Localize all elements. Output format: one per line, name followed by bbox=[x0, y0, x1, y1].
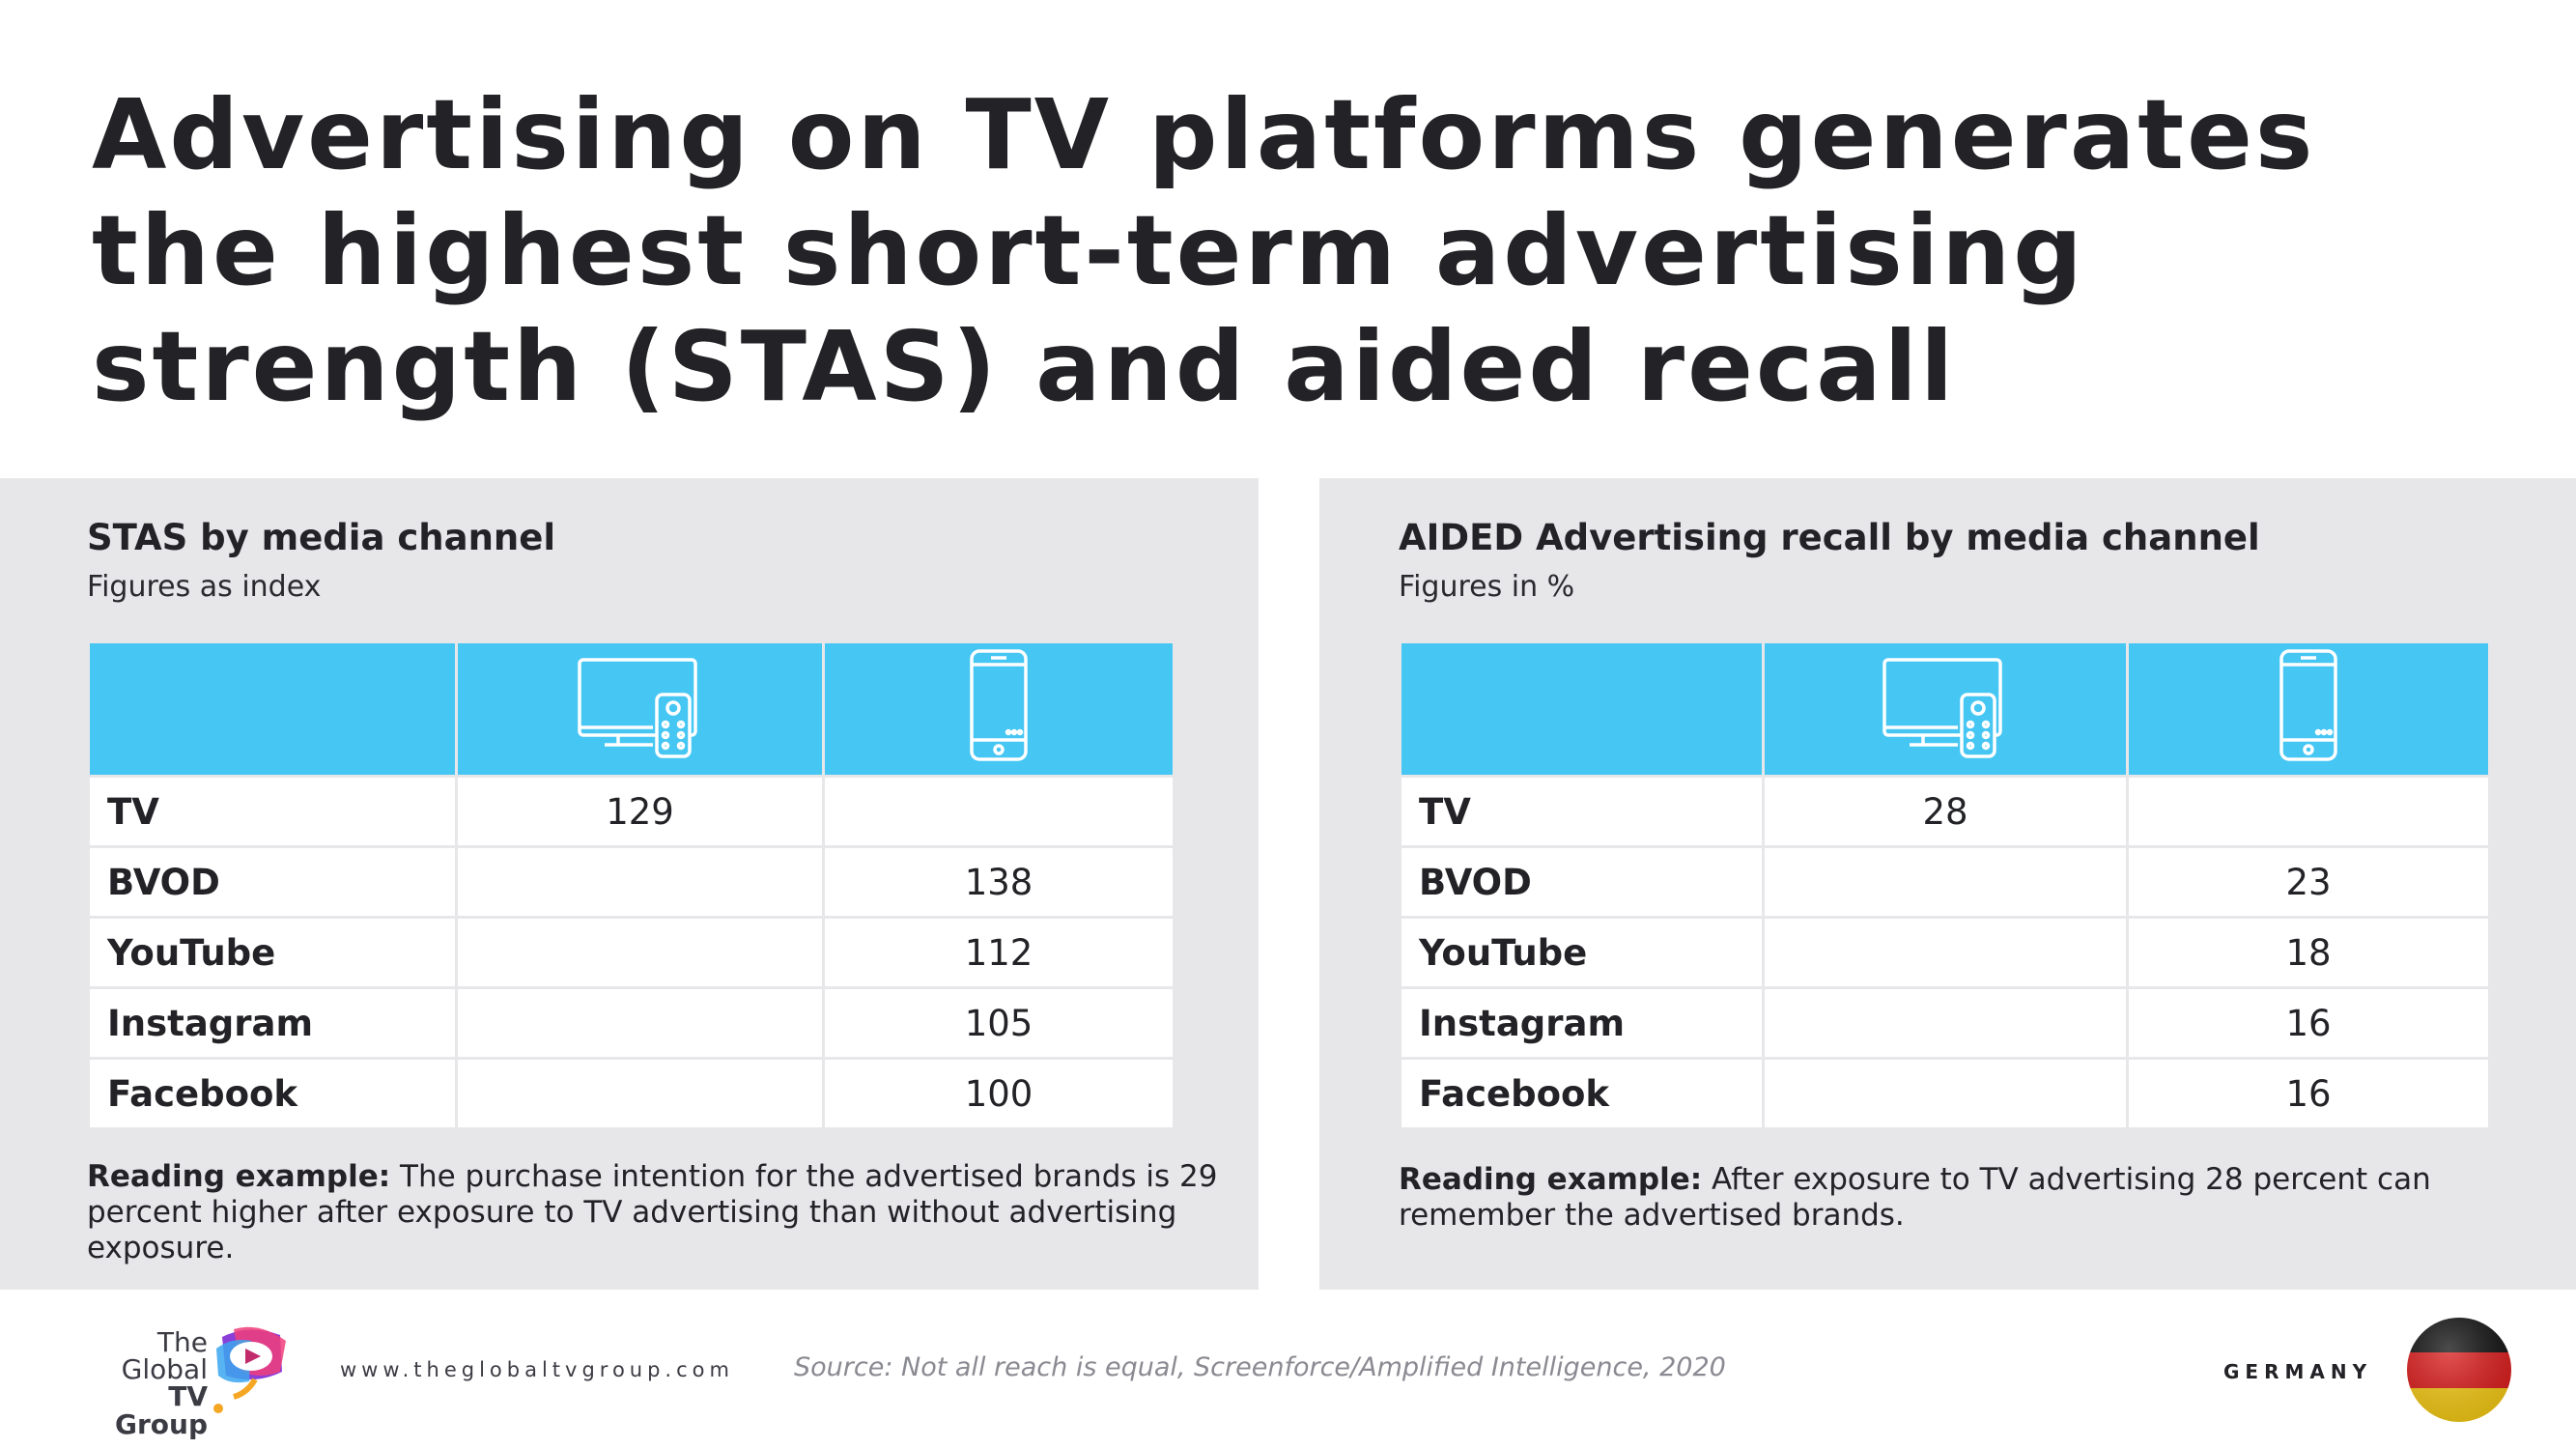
recall-panel-subtitle: Figures in % bbox=[1399, 570, 1575, 604]
tv-value: 28 bbox=[1762, 775, 2129, 848]
header-mobile-cell bbox=[2126, 640, 2491, 778]
mobile-value bbox=[2126, 775, 2491, 848]
mobile-value: 112 bbox=[822, 916, 1175, 989]
row-label: TV bbox=[1399, 775, 1765, 848]
stas-panel-title: STAS by media channel bbox=[87, 517, 556, 558]
reading-text: The purchase intention for the advertise… bbox=[87, 1159, 1218, 1265]
stas-panel-subtitle: Figures as index bbox=[87, 570, 322, 604]
global-tv-group-logo: The Global TV Group bbox=[68, 1323, 299, 1438]
stas-table: TV 129 BVOD 138 YouTube 112 Instagram 10… bbox=[87, 640, 1175, 1130]
germany-flag-icon bbox=[2407, 1318, 2511, 1422]
recall-panel: AIDED Advertising recall by media channe… bbox=[1319, 478, 2576, 1290]
mobile-value: 100 bbox=[822, 1057, 1175, 1130]
tv-value bbox=[1762, 916, 2129, 989]
tv-value bbox=[455, 916, 825, 989]
logo-line-3: TV Group bbox=[114, 1380, 208, 1440]
mobile-value: 138 bbox=[822, 845, 1175, 919]
row-label: YouTube bbox=[87, 916, 458, 989]
mobile-value: 105 bbox=[822, 986, 1175, 1060]
tv-value: 129 bbox=[455, 775, 825, 848]
header-tv-cell bbox=[1762, 640, 2129, 778]
page-title: Advertising on TV platforms generates th… bbox=[92, 78, 2316, 423]
table-row: TV 129 bbox=[87, 775, 1175, 848]
smartphone-icon bbox=[970, 648, 1028, 761]
row-label: Facebook bbox=[87, 1057, 458, 1130]
header-empty-cell bbox=[1399, 640, 1765, 778]
table-row: Facebook 100 bbox=[87, 1057, 1175, 1130]
row-label: BVOD bbox=[1399, 845, 1765, 919]
recall-table: TV 28 BVOD 23 YouTube 18 Instagram 16 Fa… bbox=[1399, 640, 2491, 1130]
reading-text: After exposure to TV advertising 28 perc… bbox=[1399, 1162, 2431, 1233]
table-row: YouTube 112 bbox=[87, 916, 1175, 989]
reading-label: Reading example: bbox=[1399, 1162, 1703, 1197]
tv-value bbox=[455, 986, 825, 1060]
tv-value bbox=[455, 845, 825, 919]
tv-value bbox=[1762, 986, 2129, 1060]
table-row: TV 28 bbox=[1399, 775, 2491, 848]
row-label: YouTube bbox=[1399, 916, 1765, 989]
table-row: BVOD 138 bbox=[87, 845, 1175, 919]
reading-label: Reading example: bbox=[87, 1159, 391, 1194]
table-row: Instagram 16 bbox=[1399, 986, 2491, 1060]
footer-url[interactable]: www.theglobaltvgroup.com bbox=[340, 1358, 734, 1381]
source-note: Source: Not all reach is equal, Screenfo… bbox=[794, 1352, 1726, 1382]
mobile-value bbox=[822, 775, 1175, 848]
stas-panel: STAS by media channel Figures as index bbox=[0, 478, 1259, 1290]
mobile-value: 16 bbox=[2126, 1057, 2491, 1130]
tv-value bbox=[455, 1057, 825, 1130]
logo-line-1: The bbox=[156, 1326, 208, 1358]
row-label: Facebook bbox=[1399, 1057, 1765, 1130]
table-row: BVOD 23 bbox=[1399, 845, 2491, 919]
tv-value bbox=[1762, 1057, 2129, 1130]
mobile-value: 18 bbox=[2126, 916, 2491, 989]
logo-mark-icon bbox=[213, 1326, 286, 1413]
row-label: TV bbox=[87, 775, 458, 848]
row-label: Instagram bbox=[1399, 986, 1765, 1060]
header-mobile-cell bbox=[822, 640, 1175, 778]
tv-remote-icon bbox=[1882, 657, 2002, 758]
header-empty-cell bbox=[87, 640, 458, 778]
mobile-value: 16 bbox=[2126, 986, 2491, 1060]
table-header-row bbox=[1399, 640, 2491, 778]
table-row: YouTube 18 bbox=[1399, 916, 2491, 989]
tv-remote-icon bbox=[577, 657, 697, 758]
recall-panel-title: AIDED Advertising recall by media channe… bbox=[1399, 517, 2260, 558]
table-row: Instagram 105 bbox=[87, 986, 1175, 1060]
country-label: GERMANY bbox=[2223, 1360, 2373, 1383]
tv-value bbox=[1762, 845, 2129, 919]
table-header-row bbox=[87, 640, 1175, 778]
recall-reading-example: Reading example: After exposure to TV ad… bbox=[1399, 1162, 2500, 1234]
logo-line-2: Global bbox=[121, 1353, 208, 1385]
smartphone-icon bbox=[2279, 648, 2337, 761]
table-row: Facebook 16 bbox=[1399, 1057, 2491, 1130]
row-label: BVOD bbox=[87, 845, 458, 919]
stas-reading-example: Reading example: The purchase intention … bbox=[87, 1159, 1227, 1266]
mobile-value: 23 bbox=[2126, 845, 2491, 919]
row-label: Instagram bbox=[87, 986, 458, 1060]
header-tv-cell bbox=[455, 640, 825, 778]
